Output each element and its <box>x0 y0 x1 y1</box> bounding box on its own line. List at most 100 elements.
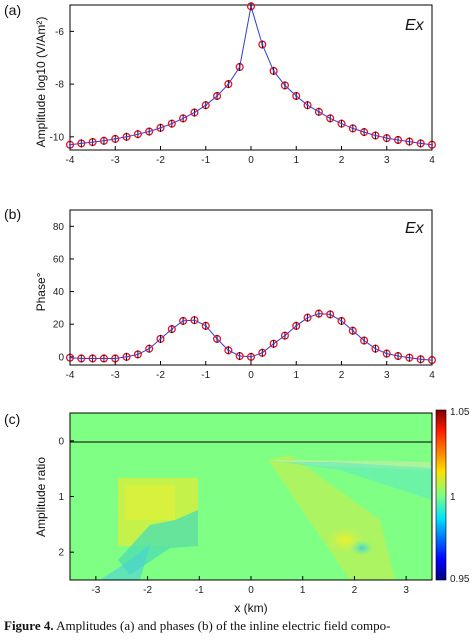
panel-b-point-center <box>431 359 433 362</box>
panel-a-point-center <box>136 133 139 136</box>
panel-a-data-point <box>179 114 188 123</box>
panel-b-data-point <box>326 310 335 319</box>
panel-b-xtick-label: 4 <box>429 370 435 381</box>
panel-c-xtick-label: 3 <box>403 585 409 596</box>
panel-b-xtick-label: -1 <box>201 370 210 381</box>
panel-b-xtick-label: -4 <box>66 370 75 381</box>
panel-a-point-center <box>193 111 196 114</box>
panel-c-ytick-label: 0 <box>58 436 64 447</box>
panel-a-point-center <box>272 69 275 72</box>
panel-a-data-point <box>348 124 357 133</box>
panel-a-point-center <box>216 94 219 97</box>
panel-b-data-point <box>280 331 289 340</box>
panel-a-xtick-label: -3 <box>111 155 120 166</box>
panel-c-xtick-label: -2 <box>143 585 152 596</box>
panel-a-corner-label: Ex <box>405 17 425 34</box>
panel-a-ylabel: Amplitude log10 (V/Am²) <box>34 17 48 148</box>
panel-b-data-point <box>394 351 403 361</box>
panel-a-data-point <box>269 66 278 75</box>
panel-a-point-center <box>69 143 71 146</box>
panel-b-point-center <box>136 353 139 356</box>
panel-a-data-point <box>246 2 256 11</box>
panel-a-point-center <box>329 117 332 120</box>
panel-b-ytick-label: 0 <box>58 352 64 363</box>
panel-b-data-point <box>405 353 414 362</box>
panel-b-point-center <box>159 337 162 340</box>
panel-b-point-center <box>351 329 354 332</box>
panel-b-point-center <box>170 328 173 331</box>
panel-c-heatmap <box>70 413 432 580</box>
panel-c-xlabel: x (km) <box>234 601 267 615</box>
panel-b-point-center <box>80 357 83 360</box>
panel-b-xtick-label: 2 <box>339 370 345 381</box>
panel-b-data-point <box>269 339 278 348</box>
panel-b-data-point <box>224 346 233 355</box>
panel-a-point-center <box>374 134 377 137</box>
panel-b-point-center <box>114 357 117 360</box>
panel-b-point-center <box>91 357 94 360</box>
panel-a-xtick-label: 4 <box>429 155 435 166</box>
panel-c-ylabel: Amplitude ratio <box>34 457 48 537</box>
panel-a-data-point <box>314 107 323 116</box>
panel-a-data-point <box>111 134 120 143</box>
panel-c-label: (c) <box>4 411 20 427</box>
panel-b-point-center <box>125 355 128 358</box>
panel-b-point-center <box>397 355 400 358</box>
panel-a-ytick-label: -10 <box>50 132 65 143</box>
panel-a-data-point <box>337 119 346 128</box>
panel-a-point-center <box>397 138 400 141</box>
panel-a-data-point <box>303 101 312 110</box>
panel-a-point-center <box>91 141 94 144</box>
panel-a-data-point <box>258 40 267 49</box>
panel-a-data-point <box>88 138 97 147</box>
panel-a-point-center <box>385 137 388 140</box>
panel-b-data-point <box>337 316 346 325</box>
panel-b-xtick-label: -2 <box>156 370 165 381</box>
panel-a-marks: -4 -3 -2 -1 0 1 2 3 4-10-8-6 <box>50 2 437 166</box>
panel-b-ytick-label: 80 <box>53 222 65 233</box>
panel-b-point-center <box>182 319 185 322</box>
panel-b-data-point <box>427 356 437 365</box>
panel-a-data-point <box>292 91 301 101</box>
panel-b-data-point <box>201 321 210 330</box>
panel-a-series-line <box>69 6 433 146</box>
panel-a-data-point <box>122 132 131 141</box>
caption-text: Amplitudes (a) and phases (b) of the inl… <box>56 618 391 633</box>
panel-b-point-center <box>329 313 332 316</box>
panel-a-point-center <box>419 142 422 145</box>
panel-a-point-center <box>408 140 411 143</box>
panel-a-data-point <box>360 128 369 137</box>
panel-a-point-center <box>295 94 298 97</box>
panel-a-ytick-label: -8 <box>55 80 64 91</box>
panel-b-point-center <box>69 356 71 359</box>
panel-a-point-center <box>182 117 185 120</box>
panel-b-data-point <box>303 313 312 322</box>
panel-a: (a) Amplitude log10 (V/Am²) Ex -4 -3 -2 -1 0… <box>4 2 437 166</box>
panel-b-data-point <box>156 334 165 343</box>
panel-c-xtick-label: 0 <box>248 585 254 596</box>
panel-a-data-point <box>77 139 86 148</box>
panel-a-point-center <box>102 139 105 142</box>
panel-b-point-center <box>419 358 422 361</box>
panel-b-data-point <box>213 334 222 343</box>
panel-a-point-center <box>261 43 264 46</box>
panel-c-xtick-label: -1 <box>195 585 204 596</box>
panel-a-point-center <box>431 143 433 146</box>
panel-b-point-center <box>272 342 275 345</box>
panel-a-data-point <box>156 123 165 132</box>
panel-a-point-center <box>363 131 366 134</box>
panel-a-point-center <box>250 5 252 8</box>
panel-a-data-point <box>201 101 210 110</box>
panel-b-point-center <box>340 319 343 322</box>
heatmap-cyan-blob <box>350 540 374 556</box>
panel-c-xtick-label: -3 <box>91 585 100 596</box>
panel-b-data-point <box>122 352 131 361</box>
panel-c: (c) Amplitude ratio 1.05 1 0.95 x (km) -… <box>4 407 470 615</box>
panel-a-point-center <box>204 104 207 107</box>
panel-a-data-point <box>145 127 154 136</box>
panel-b-data-point <box>179 316 188 325</box>
panel-a-xtick-label: -1 <box>201 155 210 166</box>
